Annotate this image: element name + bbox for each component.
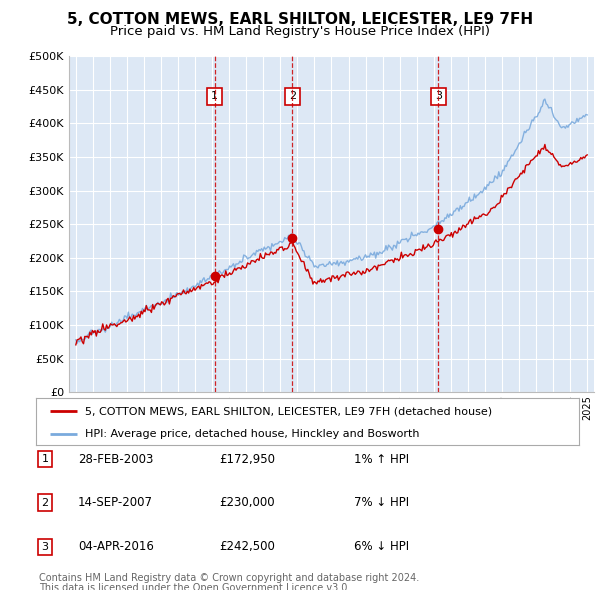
Text: 2: 2 (41, 498, 49, 507)
Text: 7% ↓ HPI: 7% ↓ HPI (354, 496, 409, 509)
Text: 6% ↓ HPI: 6% ↓ HPI (354, 540, 409, 553)
Text: 2: 2 (289, 91, 296, 101)
Text: 1: 1 (41, 454, 49, 464)
Text: £242,500: £242,500 (219, 540, 275, 553)
Text: 1: 1 (211, 91, 218, 101)
Text: Price paid vs. HM Land Registry's House Price Index (HPI): Price paid vs. HM Land Registry's House … (110, 25, 490, 38)
Text: HPI: Average price, detached house, Hinckley and Bosworth: HPI: Average price, detached house, Hinc… (85, 429, 419, 438)
Text: £230,000: £230,000 (219, 496, 275, 509)
Text: 5, COTTON MEWS, EARL SHILTON, LEICESTER, LE9 7FH (detached house): 5, COTTON MEWS, EARL SHILTON, LEICESTER,… (85, 407, 492, 417)
Text: 04-APR-2016: 04-APR-2016 (78, 540, 154, 553)
Text: 3: 3 (435, 91, 442, 101)
Text: 14-SEP-2007: 14-SEP-2007 (78, 496, 153, 509)
Text: 1% ↑ HPI: 1% ↑ HPI (354, 453, 409, 466)
Text: 5, COTTON MEWS, EARL SHILTON, LEICESTER, LE9 7FH: 5, COTTON MEWS, EARL SHILTON, LEICESTER,… (67, 12, 533, 27)
Text: Contains HM Land Registry data © Crown copyright and database right 2024.: Contains HM Land Registry data © Crown c… (39, 573, 419, 584)
Text: This data is licensed under the Open Government Licence v3.0.: This data is licensed under the Open Gov… (39, 583, 350, 590)
Text: £172,950: £172,950 (219, 453, 275, 466)
Text: 28-FEB-2003: 28-FEB-2003 (78, 453, 154, 466)
Text: 3: 3 (41, 542, 49, 552)
